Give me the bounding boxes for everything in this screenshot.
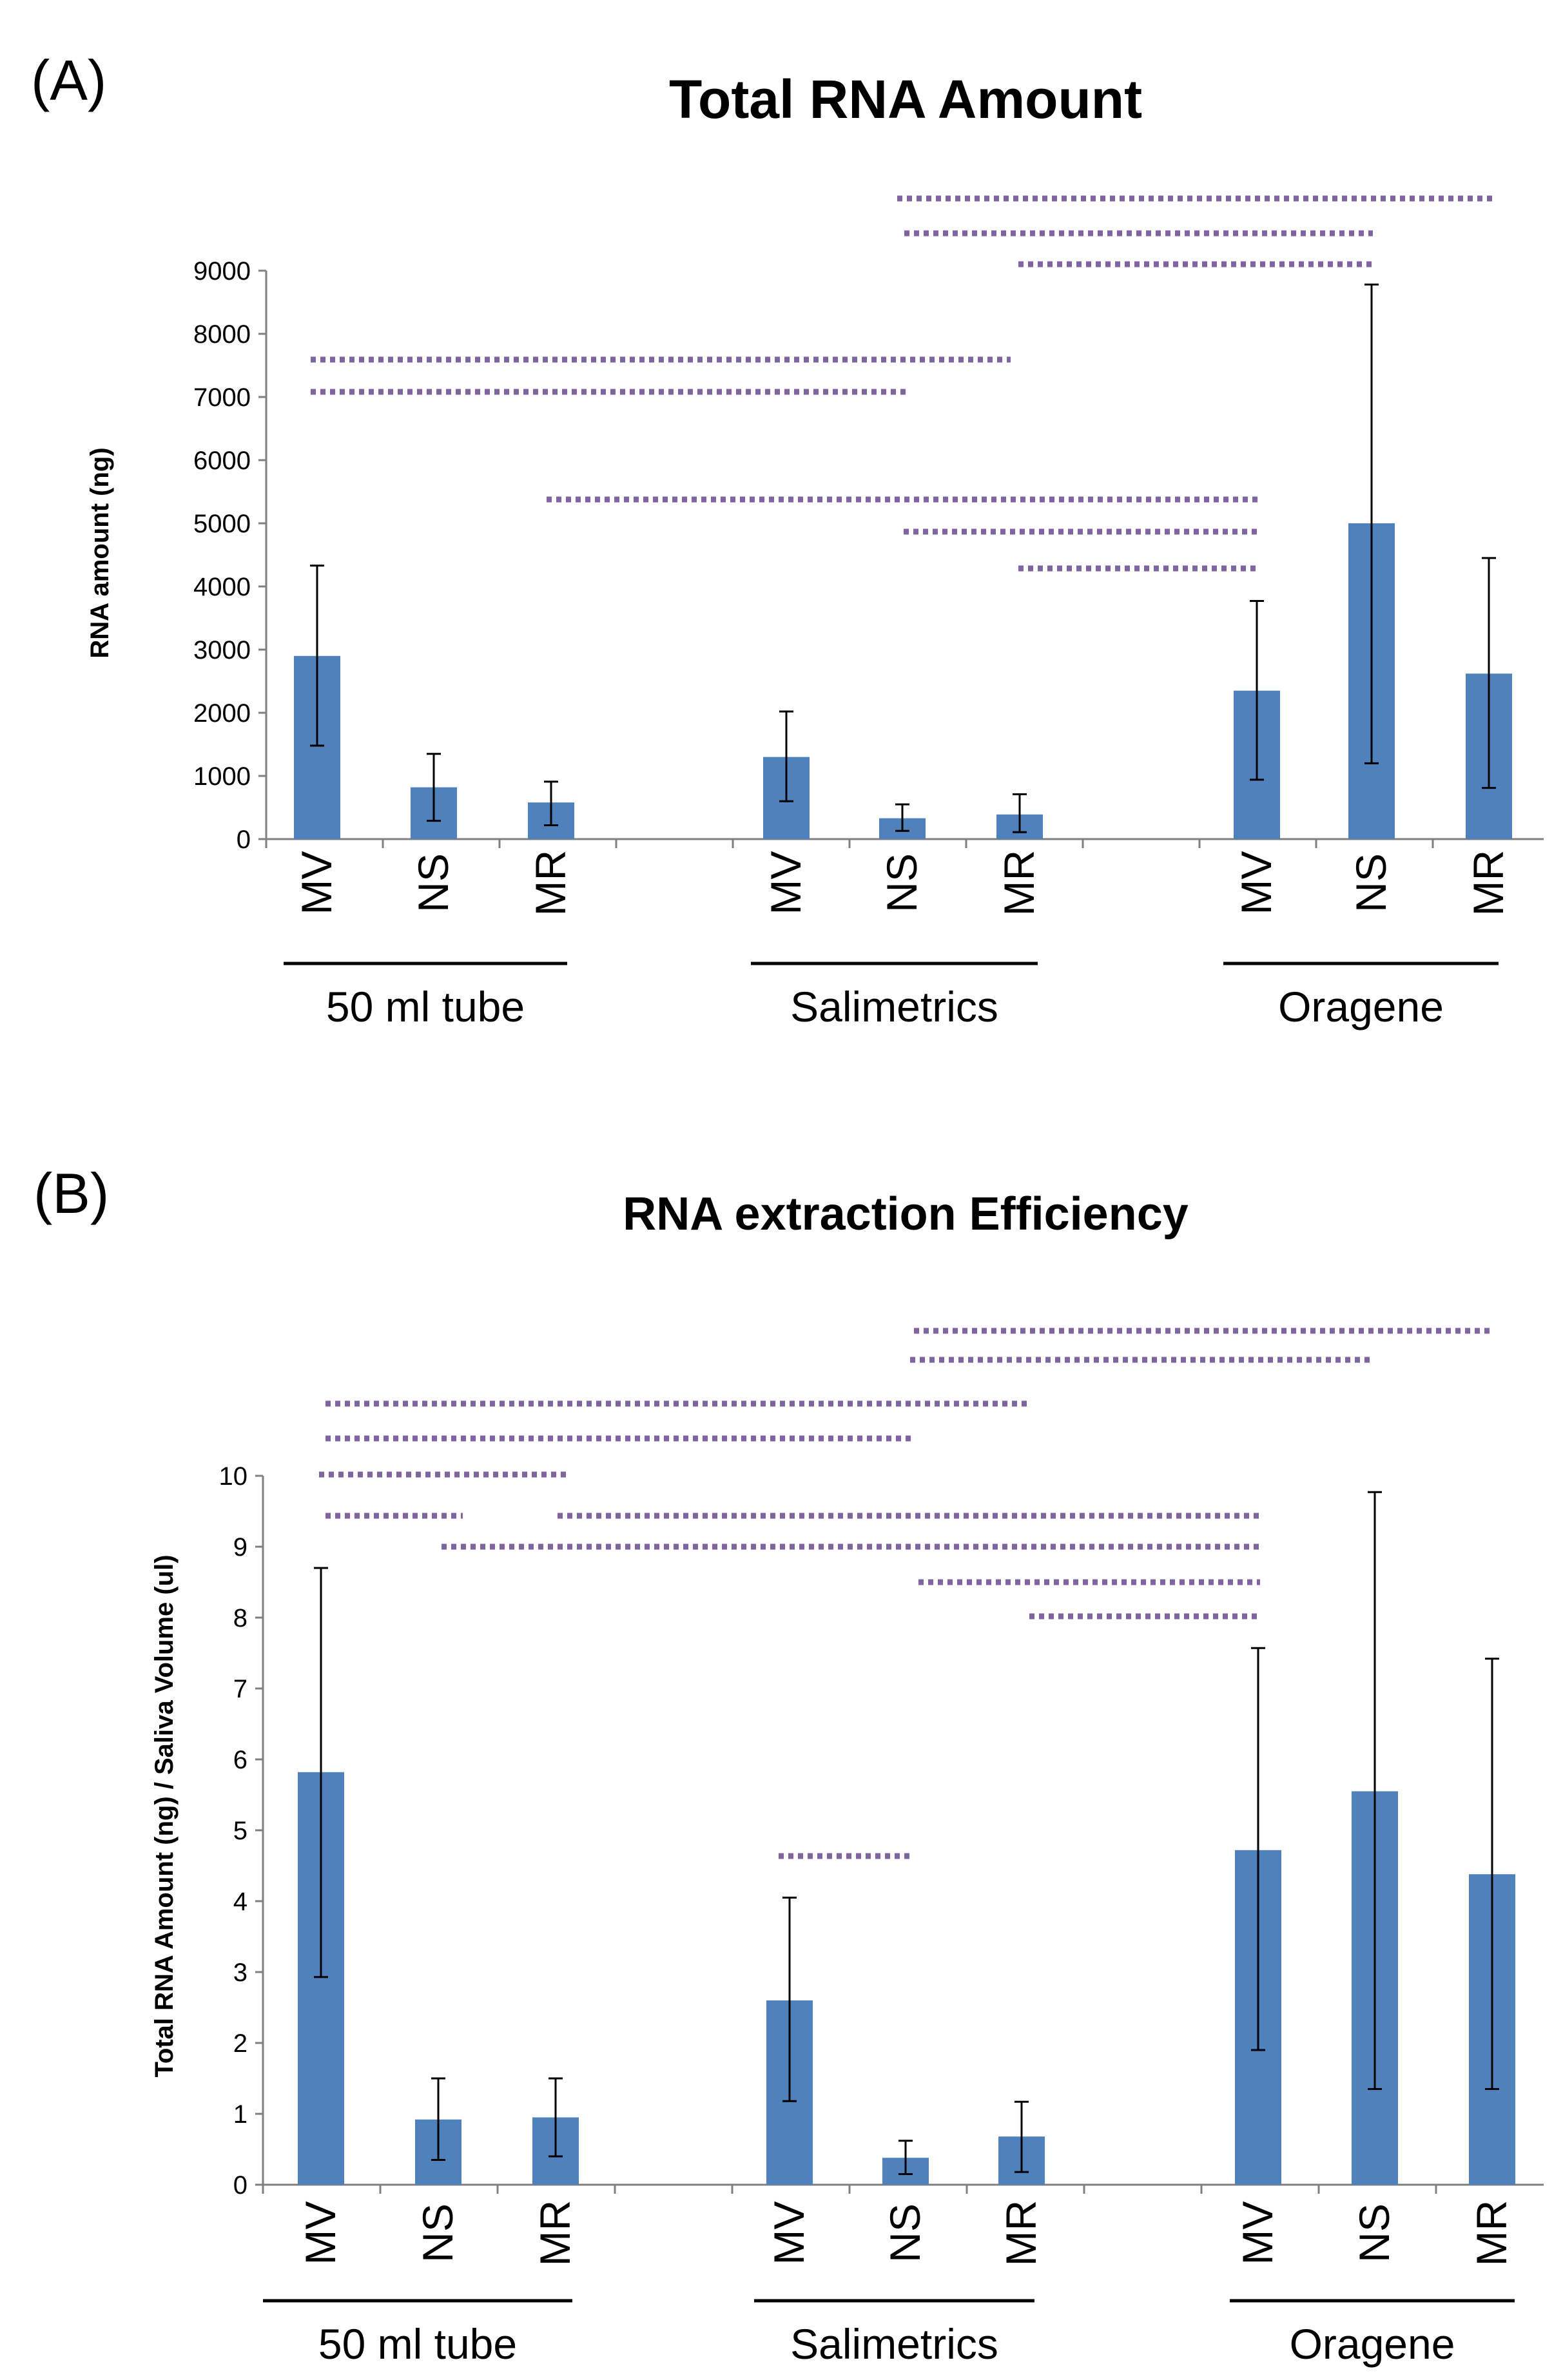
x-category-label: NS bbox=[409, 853, 457, 913]
x-category-label: MV bbox=[765, 2201, 813, 2265]
y-tick-label: 4 bbox=[233, 1888, 248, 1916]
chart-title: Total RNA Amount bbox=[669, 69, 1142, 130]
panel-label: (B) bbox=[34, 1161, 109, 1225]
y-tick-label: 5 bbox=[233, 1817, 248, 1845]
y-tick-label: 4000 bbox=[193, 573, 251, 601]
y-tick-label: 8 bbox=[233, 1604, 248, 1632]
x-category-label: MR bbox=[995, 850, 1043, 916]
panel-label: (A) bbox=[31, 48, 106, 112]
y-tick-label: 2000 bbox=[193, 699, 251, 728]
y-axis-label: RNA amount (ng) bbox=[86, 447, 114, 658]
x-category-label: NS bbox=[881, 2203, 929, 2263]
group-label: 50 ml tube bbox=[318, 2320, 517, 2368]
y-tick-label: 6000 bbox=[193, 447, 251, 475]
group-label: 50 ml tube bbox=[326, 983, 525, 1030]
x-category-label: MR bbox=[527, 850, 574, 916]
y-tick-label: 3000 bbox=[193, 636, 251, 664]
y-tick-label: 10 bbox=[219, 1462, 248, 1491]
x-category-label: MR bbox=[1468, 2200, 1515, 2267]
x-category-label: MR bbox=[1464, 850, 1512, 916]
x-category-label: MV bbox=[1232, 851, 1280, 915]
y-tick-label: 2 bbox=[233, 2029, 248, 2058]
x-category-label: MV bbox=[293, 851, 340, 915]
y-axis-label: Total RNA Amount (ng) / Saliva Volume (u… bbox=[150, 1554, 179, 2077]
y-tick-label: 1 bbox=[233, 2100, 248, 2129]
panel-a: (A) Total RNA Amount RNA amount (ng) 0 10… bbox=[31, 48, 1544, 1030]
y-tick-label: 1000 bbox=[193, 762, 251, 791]
group-label: Salimetrics bbox=[790, 2320, 998, 2368]
y-tick-label: 0 bbox=[237, 826, 251, 854]
y-tick-label: 9000 bbox=[193, 257, 251, 285]
x-category-label: NS bbox=[878, 853, 926, 913]
panel-b: (B) RNA extraction Efficiency Total RNA … bbox=[34, 1161, 1544, 2368]
x-category-label: MV bbox=[296, 2201, 344, 2265]
x-category-label: MR bbox=[531, 2200, 579, 2267]
x-category-label: MR bbox=[997, 2200, 1045, 2267]
y-tick-label: 0 bbox=[233, 2171, 248, 2200]
y-tick-label: 7 bbox=[233, 1675, 248, 1703]
x-category-label: NS bbox=[414, 2203, 461, 2263]
x-category-label: NS bbox=[1347, 853, 1395, 913]
x-category-label: NS bbox=[1350, 2203, 1398, 2263]
y-tick-label: 6 bbox=[233, 1746, 248, 1774]
group-label: Oragene bbox=[1290, 2320, 1455, 2368]
x-category-label: MV bbox=[1234, 2201, 1281, 2265]
y-tick-label: 9 bbox=[233, 1533, 248, 1562]
y-tick-label: 3 bbox=[233, 1959, 248, 1987]
y-tick-label: 8000 bbox=[193, 320, 251, 349]
y-tick-label: 5000 bbox=[193, 510, 251, 538]
chart-title: RNA extraction Efficiency bbox=[623, 1188, 1189, 1240]
group-label: Oragene bbox=[1278, 983, 1444, 1030]
y-tick-label: 7000 bbox=[193, 383, 251, 412]
group-label: Salimetrics bbox=[790, 983, 998, 1030]
x-category-label: MV bbox=[762, 851, 810, 915]
